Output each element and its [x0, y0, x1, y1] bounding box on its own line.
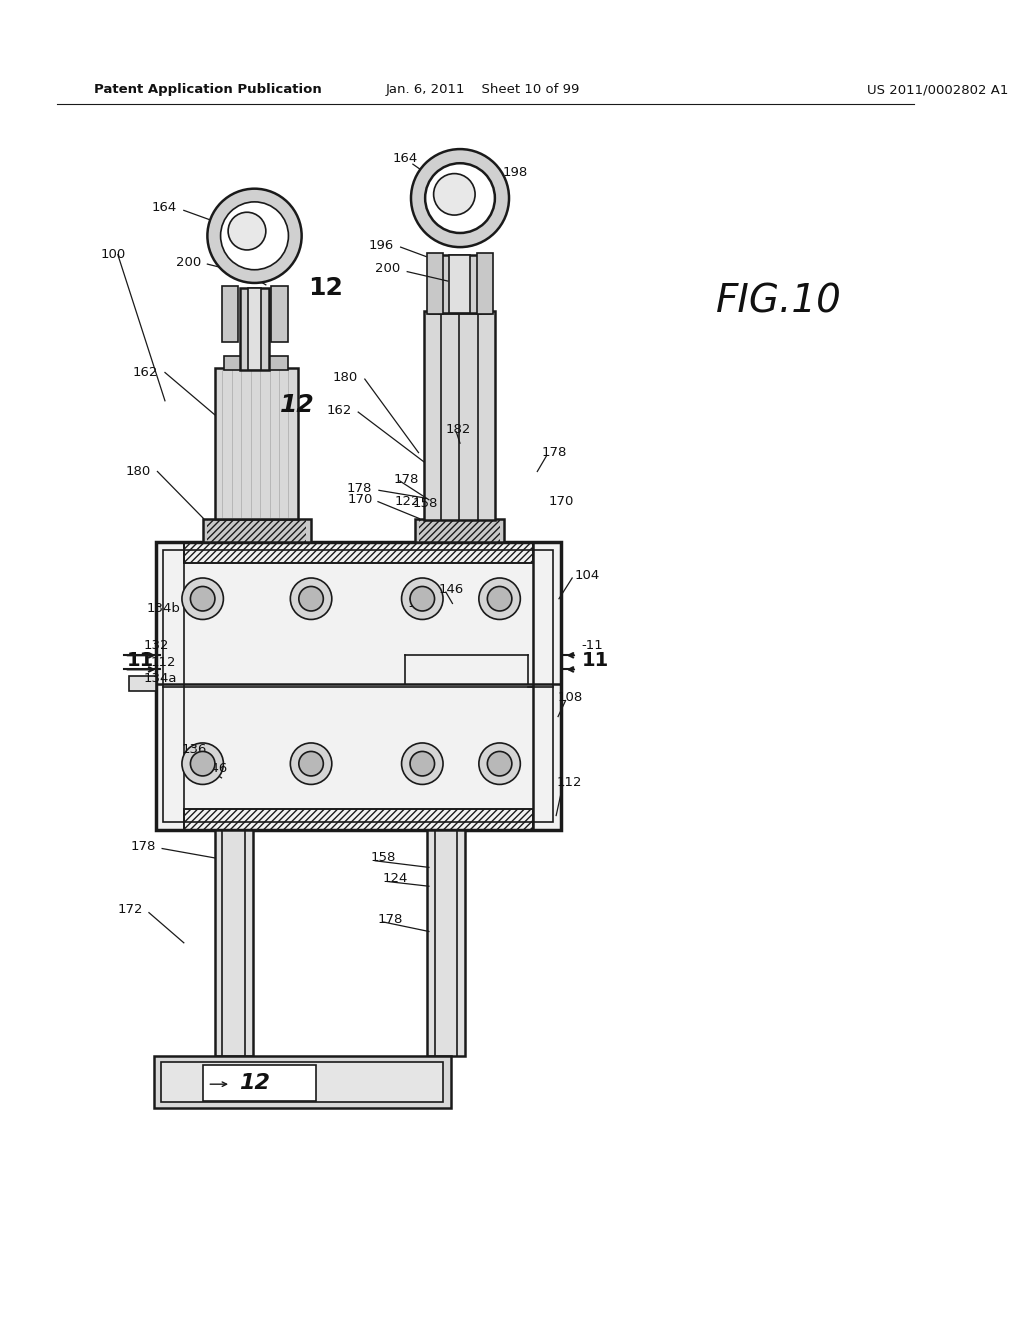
Text: 170: 170 — [549, 495, 574, 508]
Text: 158: 158 — [371, 851, 396, 865]
Bar — [203, 1065, 315, 1101]
Circle shape — [487, 751, 512, 776]
Text: 178: 178 — [130, 840, 156, 853]
Text: 124: 124 — [383, 873, 409, 886]
Text: 196: 196 — [241, 267, 265, 280]
Text: 178: 178 — [394, 473, 420, 486]
Text: 164: 164 — [152, 201, 177, 214]
Bar — [156, 543, 561, 830]
Bar — [427, 830, 465, 1056]
Circle shape — [208, 189, 302, 282]
Bar — [420, 519, 500, 543]
Bar — [424, 312, 495, 520]
Text: -11: -11 — [582, 639, 603, 652]
Bar — [203, 519, 311, 543]
Text: Patent Application Publication: Patent Application Publication — [94, 83, 322, 96]
Text: 196: 196 — [369, 239, 394, 252]
Bar — [184, 809, 532, 830]
Text: 122: 122 — [395, 495, 421, 508]
Bar — [184, 809, 532, 830]
Bar — [449, 255, 470, 313]
Text: 198: 198 — [503, 166, 527, 180]
Text: 180: 180 — [333, 371, 358, 384]
Text: 198: 198 — [233, 239, 259, 252]
Bar — [439, 255, 480, 313]
Text: 162: 162 — [327, 404, 351, 417]
Text: Jan. 6, 2011    Sheet 10 of 99: Jan. 6, 2011 Sheet 10 of 99 — [385, 83, 580, 96]
Text: 104: 104 — [575, 569, 600, 582]
Text: 182: 182 — [445, 422, 471, 436]
Circle shape — [291, 578, 332, 619]
Circle shape — [401, 578, 443, 619]
Bar — [415, 519, 504, 543]
Circle shape — [220, 202, 289, 269]
Text: 170: 170 — [348, 494, 374, 507]
Circle shape — [433, 174, 475, 215]
Text: 136: 136 — [182, 743, 207, 756]
Text: 12: 12 — [308, 276, 343, 300]
Text: 134a: 134a — [143, 672, 177, 685]
Text: 108: 108 — [558, 692, 584, 704]
Circle shape — [228, 213, 266, 249]
Text: 200: 200 — [376, 263, 400, 276]
Bar — [184, 543, 532, 562]
Circle shape — [190, 751, 215, 776]
Text: 134b: 134b — [146, 602, 180, 615]
Bar — [161, 1061, 443, 1102]
Text: 164: 164 — [393, 152, 418, 165]
Circle shape — [479, 578, 520, 619]
Text: 158: 158 — [413, 498, 438, 510]
Text: 172: 172 — [118, 903, 143, 916]
Bar — [427, 252, 442, 314]
Text: 162: 162 — [133, 366, 159, 379]
Circle shape — [190, 586, 215, 611]
Text: 146: 146 — [203, 762, 228, 775]
Text: FIG.10: FIG.10 — [717, 282, 843, 321]
Text: 112: 112 — [151, 656, 176, 669]
Bar — [270, 285, 288, 342]
Bar — [163, 549, 553, 822]
Circle shape — [487, 586, 512, 611]
Text: 146: 146 — [438, 583, 464, 595]
Bar — [215, 368, 298, 519]
Text: 178: 178 — [542, 446, 567, 459]
Circle shape — [411, 149, 509, 247]
Text: US 2011/0002802 A1: US 2011/0002802 A1 — [867, 83, 1009, 96]
Bar — [477, 252, 494, 314]
Bar — [208, 519, 306, 543]
Circle shape — [299, 751, 324, 776]
Bar — [221, 285, 239, 342]
Circle shape — [410, 751, 434, 776]
Circle shape — [410, 586, 434, 611]
Text: 132: 132 — [143, 639, 169, 652]
Text: 178: 178 — [347, 482, 373, 495]
Text: 11: 11 — [127, 651, 155, 669]
Text: 112: 112 — [556, 776, 582, 789]
Text: 178: 178 — [378, 912, 403, 925]
Text: 136: 136 — [408, 597, 432, 610]
Text: 100: 100 — [100, 248, 126, 261]
Bar — [248, 288, 261, 370]
Circle shape — [479, 743, 520, 784]
Bar — [224, 356, 289, 370]
Bar — [154, 1056, 451, 1107]
Circle shape — [182, 743, 223, 784]
Circle shape — [299, 586, 324, 611]
Text: 180: 180 — [126, 465, 151, 478]
Text: 200: 200 — [175, 256, 201, 269]
Circle shape — [425, 164, 495, 234]
Text: 11: 11 — [582, 651, 609, 669]
Circle shape — [291, 743, 332, 784]
Text: 12: 12 — [239, 1073, 270, 1093]
Bar — [215, 830, 253, 1056]
Bar — [429, 298, 490, 313]
Bar — [129, 676, 156, 692]
Circle shape — [401, 743, 443, 784]
Bar — [241, 288, 268, 370]
Text: 12: 12 — [280, 393, 314, 417]
Bar — [184, 543, 532, 562]
Circle shape — [182, 578, 223, 619]
